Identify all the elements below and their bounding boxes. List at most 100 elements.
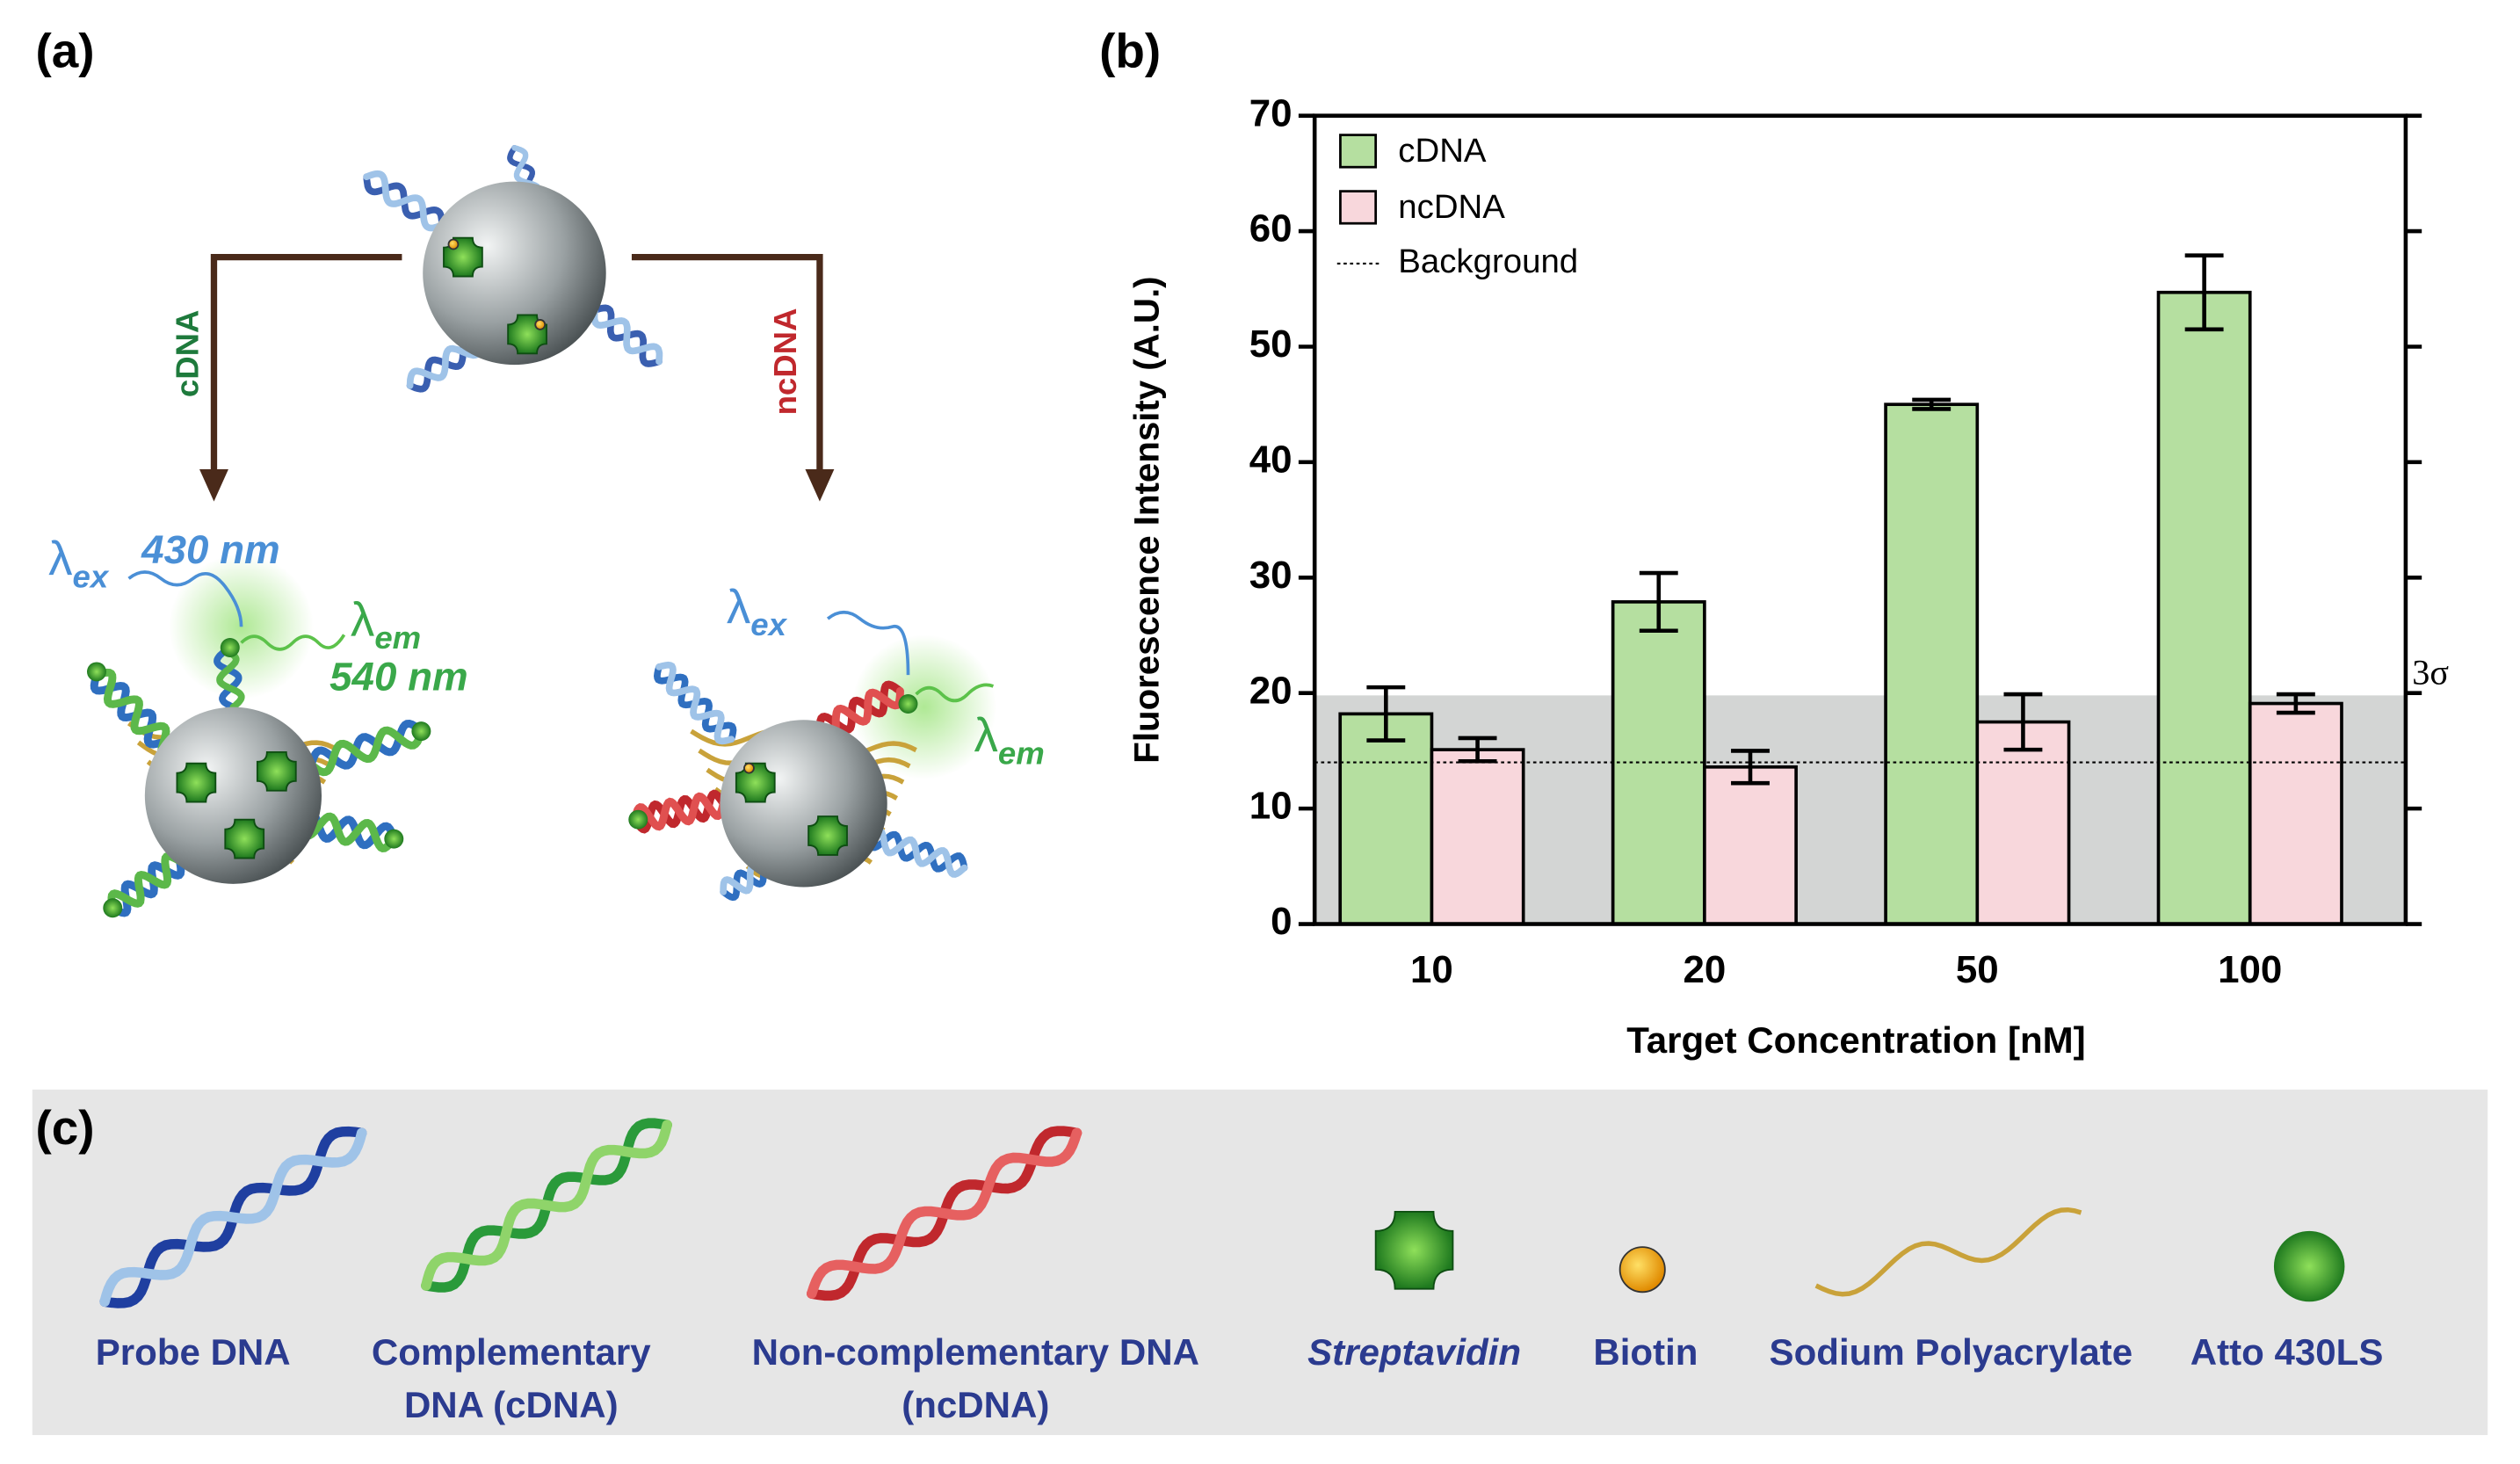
error-bar <box>1912 397 1952 411</box>
streptavidin <box>807 815 848 856</box>
subscript: em <box>998 735 1045 771</box>
wavelength-label: λex <box>727 579 788 641</box>
x-axis-label: Target Concentration [nM] <box>1626 1019 2085 1061</box>
x-tick-label: 100 <box>2218 948 2282 991</box>
branch-label: cDNA <box>170 310 206 398</box>
error-bar <box>1366 685 1406 743</box>
y-tick-label: 10 <box>1249 785 1293 828</box>
error-bar <box>2003 692 2043 752</box>
biotin <box>743 762 755 774</box>
error-bar <box>1458 736 1497 764</box>
bar <box>1338 712 1434 926</box>
bead <box>144 707 322 884</box>
wavelength-label: λem <box>351 592 421 655</box>
biotin <box>534 319 547 330</box>
lambda: λ <box>974 708 997 763</box>
dna-helix <box>807 1126 1083 1301</box>
y-axis-label: Fluorescence Intensity (A.U.) <box>1126 276 1166 763</box>
legend-item-label: Sodium Polyacrylate <box>1770 1331 2133 1373</box>
bar <box>1884 402 1980 926</box>
bar <box>1703 765 1798 926</box>
strand <box>631 792 728 831</box>
strand <box>99 1127 367 1308</box>
subscript: ex <box>750 606 787 642</box>
strand <box>807 1127 1083 1299</box>
polyacrylate <box>1814 1207 2082 1297</box>
legend-item-label: Complementary <box>372 1331 651 1373</box>
y-tick-label: 70 <box>1249 91 1293 134</box>
biotin <box>1618 1246 1666 1294</box>
fluorophore <box>898 694 918 714</box>
legend-item-label: Streptavidin <box>1307 1331 1521 1373</box>
y-tick-label: 20 <box>1249 669 1293 712</box>
strand <box>216 647 245 711</box>
legend-item-label: Atto 430LS <box>2191 1331 2384 1373</box>
dna-helix <box>653 661 737 745</box>
y-tick-label: 0 <box>1271 900 1292 943</box>
fluorophore <box>103 898 123 918</box>
legend-label: Background <box>1398 243 1578 280</box>
streptavidin <box>176 762 217 803</box>
error-bar <box>1731 749 1770 786</box>
bar <box>1611 600 1706 926</box>
bar <box>2248 701 2343 926</box>
subscript: em <box>374 620 421 656</box>
y-tick-label: 30 <box>1249 554 1293 597</box>
strand <box>363 170 446 232</box>
error-bar <box>2276 692 2315 715</box>
lambda: λ <box>48 532 72 586</box>
fluorophore <box>384 829 404 849</box>
emission-arrow <box>240 634 346 651</box>
fluorophore <box>220 638 240 657</box>
streptavidin <box>256 750 297 792</box>
strand <box>864 825 968 878</box>
legend-label: cDNA <box>1398 132 1487 170</box>
dna-helix <box>421 1118 672 1293</box>
panel-label: (b) <box>1099 24 1161 78</box>
branch-label: ncDNA <box>767 308 803 416</box>
wavelength-label: λem <box>974 708 1044 771</box>
dna-helix <box>363 170 446 232</box>
fluorophore <box>411 721 431 742</box>
legend-swatch <box>1339 190 1378 225</box>
y-tick-label: 60 <box>1249 207 1293 250</box>
emission-arrow <box>915 683 995 703</box>
strand <box>655 661 735 745</box>
fluorophore <box>628 809 648 830</box>
y-tick-label: 50 <box>1249 323 1293 366</box>
wavelength-label: λex <box>48 532 110 594</box>
streptavidin <box>224 818 265 859</box>
chart: 3σ 10 20 50 100 0 10 20 30 40 50 60 70 Fluorescence I… <box>1126 91 2449 1061</box>
error-bar <box>2184 253 2224 332</box>
x-tick-label: 10 <box>1410 948 1453 991</box>
dna-helix <box>631 789 728 834</box>
plot-frame <box>1312 113 2408 926</box>
panel-label: (a) <box>35 24 94 78</box>
x-tick-label: 20 <box>1683 948 1726 991</box>
dna-helix <box>864 825 968 878</box>
legend-label: ncDNA <box>1398 188 1505 226</box>
atto <box>2273 1230 2345 1302</box>
biotin <box>447 238 460 250</box>
bead <box>423 181 606 366</box>
lambda: λ <box>351 592 374 647</box>
bar <box>1430 748 1525 926</box>
excitation-arrow <box>127 570 243 627</box>
bar <box>1975 720 2071 926</box>
y-tick-label: 40 <box>1249 438 1293 481</box>
strand <box>214 647 243 711</box>
panel-label: (c) <box>35 1100 94 1155</box>
legend-swatch <box>1339 134 1378 169</box>
legend-item-label: DNA (cDNA) <box>404 1384 619 1425</box>
streptavidin <box>735 762 776 803</box>
legend-item-label: Non-complementary DNA <box>752 1331 1199 1373</box>
dna-helix <box>99 1126 367 1308</box>
excitation-arrow <box>826 610 910 676</box>
x-tick-label: 50 <box>1956 948 1999 991</box>
streptavidin <box>1374 1210 1454 1290</box>
lambda: λ <box>727 579 750 634</box>
legend-item-label: (ncDNA) <box>902 1384 1049 1425</box>
